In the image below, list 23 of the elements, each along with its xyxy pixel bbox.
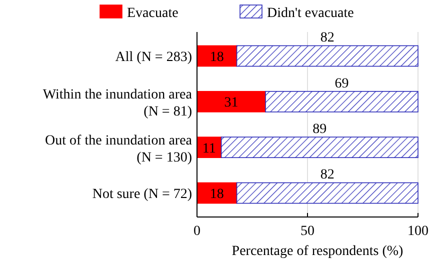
- bar: [196, 90, 266, 112]
- y-tick-label: Not sure (N = 72): [92, 187, 192, 202]
- bar: [265, 90, 418, 112]
- y-tick-label: Within the inundation area (N = 81): [42, 88, 193, 120]
- bar: [236, 182, 418, 204]
- x-tick-label: 100: [408, 224, 428, 239]
- data-label: 89: [312, 122, 327, 138]
- data-label: 69: [334, 76, 349, 92]
- data-label: 82: [320, 30, 334, 46]
- data-label: 18: [210, 187, 224, 202]
- y-tick-label: Out of the inundation area (N = 130): [45, 133, 193, 166]
- legend-label: Didn't evacuate: [267, 6, 354, 21]
- data-label: 31: [224, 96, 238, 111]
- y-tick-label: All (N = 283): [115, 50, 192, 65]
- x-tick-label: 0: [194, 224, 200, 239]
- data-label: 11: [202, 141, 216, 156]
- x-axis-title: Percentage of respondents (%): [232, 244, 404, 259]
- x-tick-label: 50: [300, 224, 314, 239]
- bar: [236, 45, 418, 67]
- data-label: 82: [320, 168, 334, 183]
- data-label: 18: [210, 50, 224, 65]
- bar: [220, 136, 418, 158]
- legend-label: Evacuate: [127, 6, 178, 21]
